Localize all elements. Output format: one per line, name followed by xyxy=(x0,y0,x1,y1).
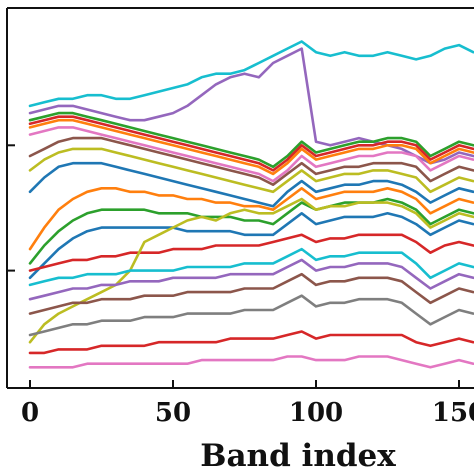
series-line-4 xyxy=(28,115,474,172)
series-line-17 xyxy=(28,272,474,315)
series-lines xyxy=(28,40,474,369)
series-line-8 xyxy=(28,147,474,194)
axes xyxy=(6,7,474,389)
series-line-16 xyxy=(28,258,474,301)
series-line-13 xyxy=(28,233,474,272)
series-line-18 xyxy=(28,294,474,337)
x-tick-label: 100 xyxy=(289,398,343,428)
series-line-10 xyxy=(28,187,474,251)
series-line-6 xyxy=(28,126,474,183)
series-line-1 xyxy=(28,40,474,108)
series-line-3 xyxy=(28,111,474,169)
x-tick-label: 0 xyxy=(21,398,39,428)
series-line-5 xyxy=(28,118,474,176)
x-tick-label: 50 xyxy=(155,398,191,428)
series-line-14 xyxy=(28,197,474,344)
tick-marks: 0 50 100 150 xyxy=(7,144,474,428)
series-line-7 xyxy=(28,136,474,186)
series-line-2 xyxy=(28,47,474,165)
series-line-12 xyxy=(28,212,474,280)
x-tick-label: 150 xyxy=(432,398,474,428)
series-line-19 xyxy=(28,330,474,355)
series-line-11 xyxy=(28,197,474,265)
series-line-20 xyxy=(28,355,474,369)
series-line-9 xyxy=(28,161,474,208)
series-line-15 xyxy=(28,247,474,287)
x-axis-title: Band index xyxy=(200,438,396,474)
